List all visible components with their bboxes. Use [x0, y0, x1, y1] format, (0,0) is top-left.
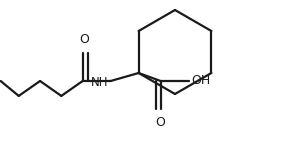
Text: O: O	[80, 33, 90, 46]
Text: OH: OH	[192, 75, 211, 88]
Text: NH: NH	[91, 76, 109, 88]
Text: O: O	[156, 116, 166, 129]
